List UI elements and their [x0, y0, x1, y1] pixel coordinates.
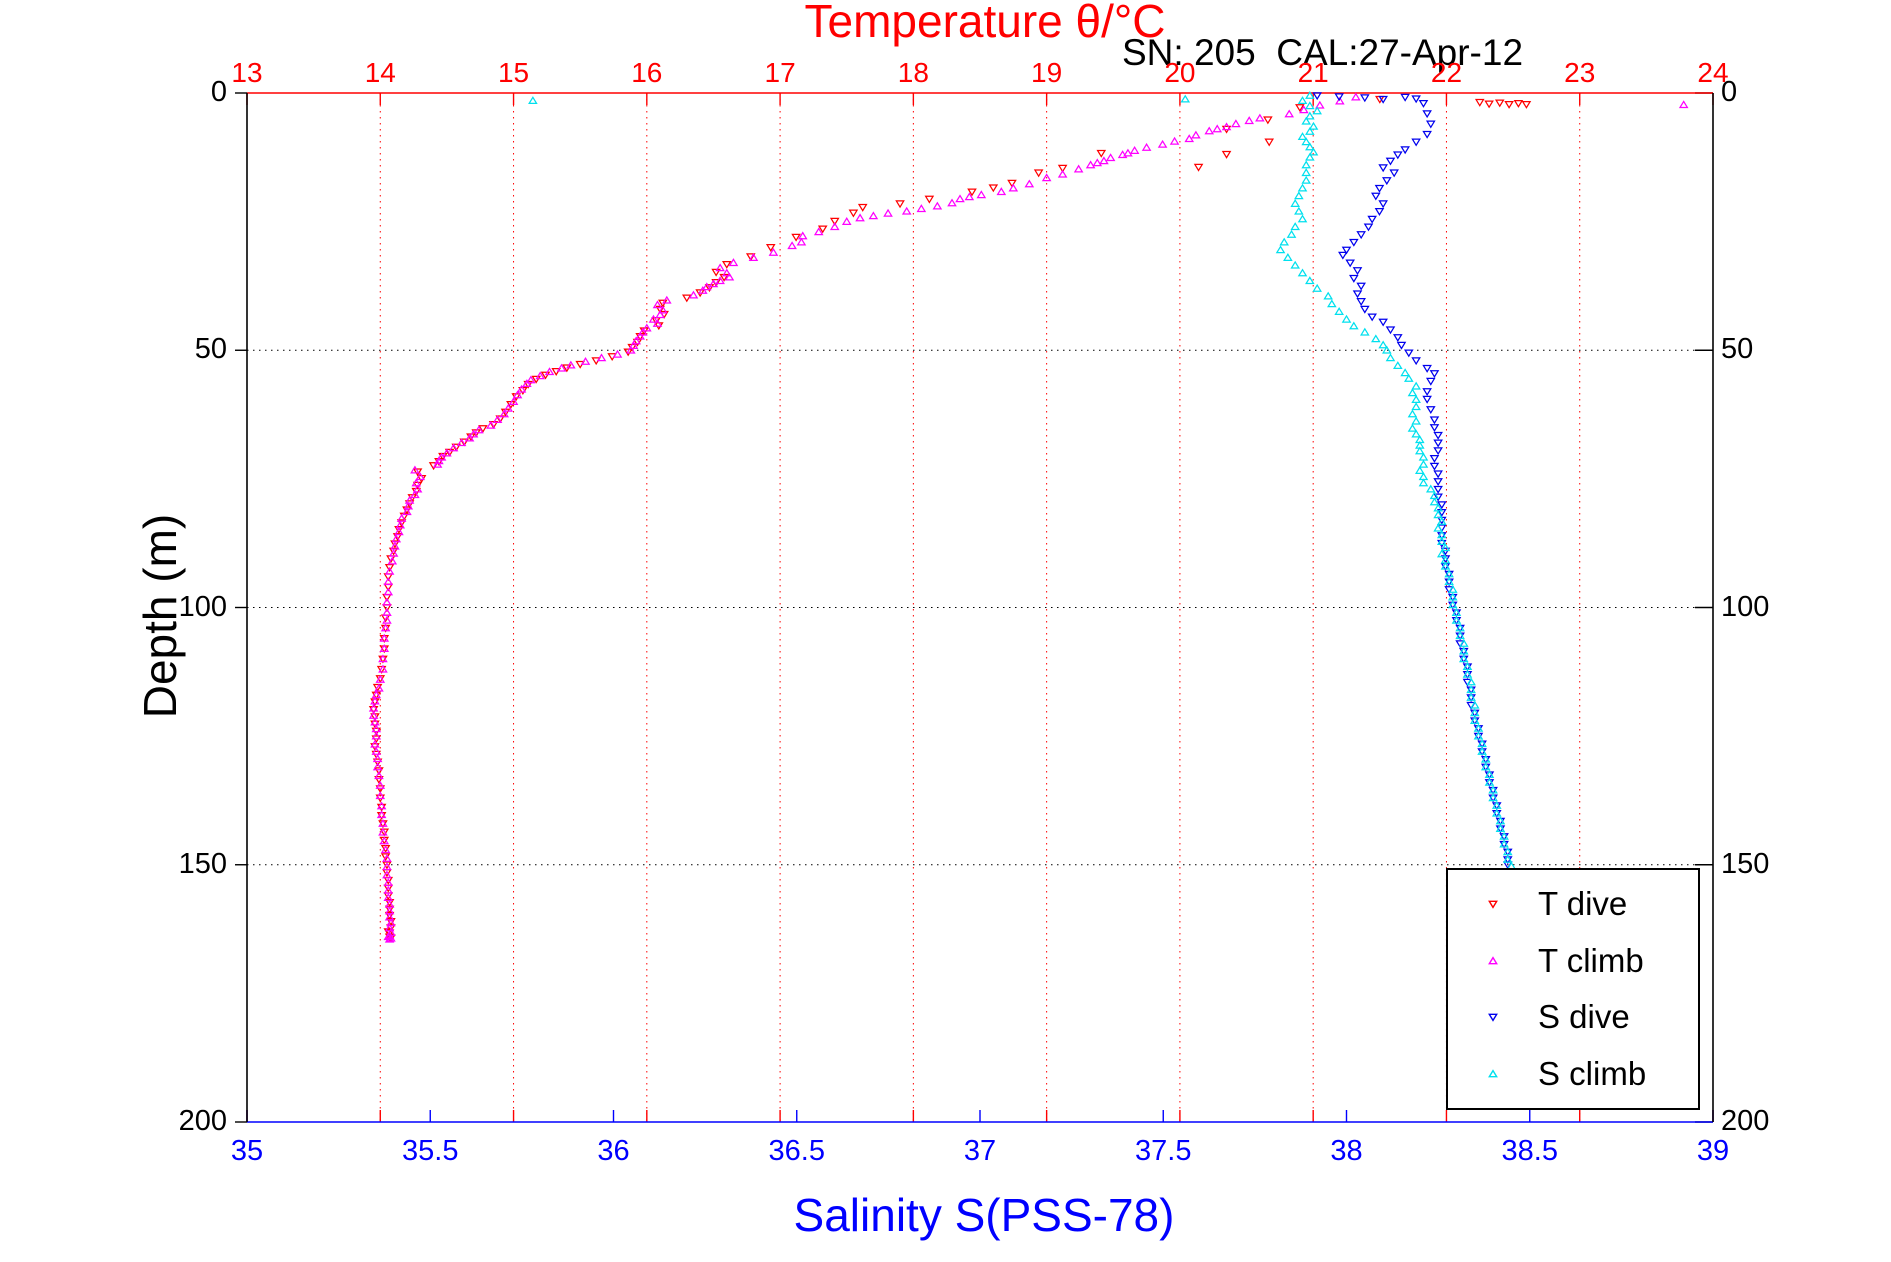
right-axis-tick-label: 50 — [1721, 333, 1754, 366]
top-axis-tick-label: 20 — [1164, 57, 1196, 88]
bottom-axis-tick-label: 39 — [1696, 1135, 1730, 1167]
top-axis-tick-label: 22 — [1430, 57, 1463, 88]
bottom-axis-tick-label: 37 — [963, 1135, 997, 1167]
top-axis-tick-label: 19 — [1031, 57, 1063, 88]
legend-item-t-climb: T climb — [1448, 933, 1698, 989]
right-axis-tick-label: 200 — [1721, 1105, 1770, 1137]
top-axis-tick-label: 23 — [1564, 57, 1596, 88]
top-axis-tick-label: 17 — [764, 57, 796, 88]
top-axis-tick-label: 15 — [497, 57, 530, 88]
bottom-axis-tick-label: 38.5 — [1501, 1135, 1558, 1167]
legend-item-s-dive: S dive — [1448, 989, 1698, 1045]
chart-title: Temperature θ/°C — [804, 0, 1166, 47]
legend-label: S climb — [1538, 1054, 1647, 1092]
left-axis-tick-label: 0 — [210, 76, 227, 108]
triangle-up-icon — [1448, 953, 1538, 969]
bottom-axis-tick-label: 35.5 — [402, 1135, 459, 1167]
left-axis-tick-label: 150 — [178, 847, 227, 880]
legend-label: S dive — [1538, 998, 1630, 1036]
bottom-axis-tick-label: 37.5 — [1135, 1135, 1192, 1167]
bottom-axis-tick-label: 35 — [230, 1135, 264, 1167]
legend-label: T dive — [1538, 885, 1628, 923]
top-axis-tick-label: 24 — [1697, 57, 1729, 88]
triangle-up-icon — [1448, 1066, 1538, 1082]
left-axis-tick-label: 50 — [194, 333, 227, 366]
right-axis-tick-label: 100 — [1721, 590, 1770, 623]
right-axis-tick-label: 150 — [1721, 847, 1770, 880]
left-axis-tick-label: 200 — [178, 1105, 227, 1137]
bottom-axis-tick-label: 36.5 — [768, 1135, 825, 1167]
triangle-down-icon — [1448, 1009, 1538, 1025]
top-axis-tick-label: 14 — [364, 57, 396, 88]
legend: T dive T climb S dive S climb — [1446, 868, 1700, 1110]
legend-label: T climb — [1538, 941, 1644, 979]
right-axis-tick-label: 0 — [1721, 76, 1738, 108]
left-axis-tick-label: 100 — [178, 590, 227, 623]
bottom-axis-tick-label: 36 — [597, 1135, 630, 1167]
legend-item-t-dive: T dive — [1448, 876, 1698, 932]
legend-item-s-climb: S climb — [1448, 1046, 1698, 1102]
x-axis-label-bottom: Salinity S(PSS-78) — [793, 1189, 1175, 1241]
top-axis-tick-label: 16 — [631, 57, 663, 88]
top-axis-tick-label: 13 — [231, 57, 263, 88]
top-axis-tick-label: 21 — [1297, 57, 1329, 88]
top-axis-tick-label: 18 — [897, 57, 929, 88]
bottom-axis-tick-label: 38 — [1330, 1135, 1363, 1167]
triangle-down-icon — [1448, 896, 1538, 912]
chart-subtitle: SN: 205 CAL:27-Apr-12 — [1122, 32, 1524, 73]
